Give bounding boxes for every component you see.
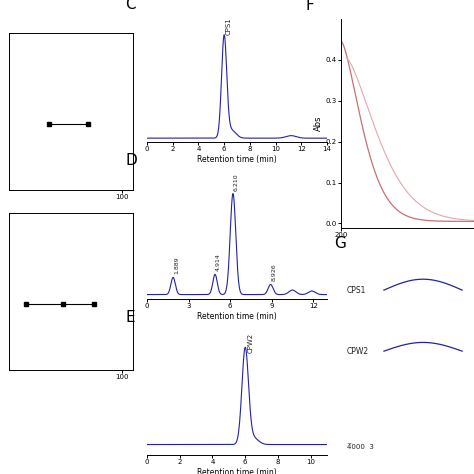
Text: 4̅000  3: 4̅000 3 [347, 444, 374, 450]
X-axis label: Retention time (min): Retention time (min) [197, 311, 277, 320]
Text: CPS1: CPS1 [226, 18, 232, 35]
Text: 6.210: 6.210 [234, 173, 239, 191]
X-axis label: Retention time (min): Retention time (min) [197, 468, 277, 474]
Text: C: C [125, 0, 136, 12]
Text: CPW2: CPW2 [247, 333, 254, 353]
Text: CPW2: CPW2 [347, 346, 369, 356]
Text: G: G [334, 236, 346, 251]
Text: CPS1: CPS1 [347, 286, 366, 294]
Y-axis label: Abs: Abs [314, 116, 323, 131]
Text: F: F [306, 0, 314, 13]
X-axis label: Retention time (min): Retention time (min) [197, 155, 277, 164]
Text: D: D [125, 153, 137, 168]
Text: E: E [125, 310, 135, 325]
Text: 8.926: 8.926 [272, 264, 277, 282]
Text: 4.914: 4.914 [216, 254, 221, 271]
Text: 1.889: 1.889 [174, 257, 179, 274]
